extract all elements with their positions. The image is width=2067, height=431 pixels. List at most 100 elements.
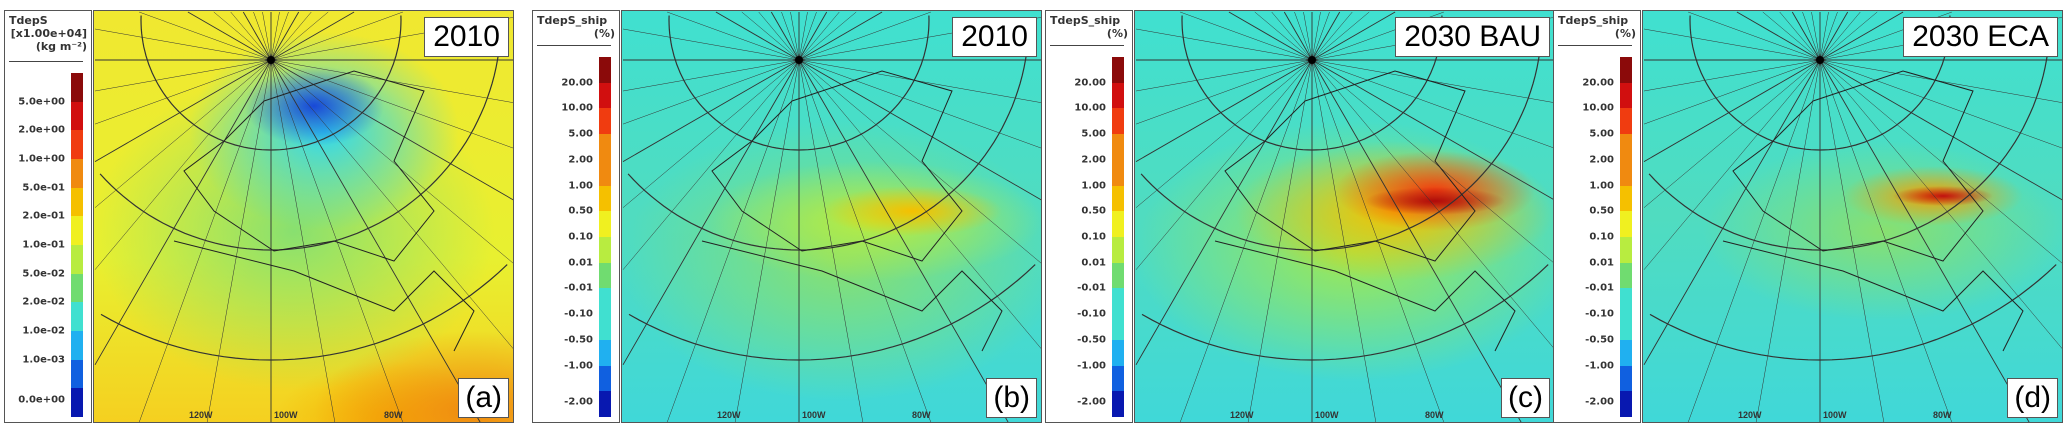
colorbar-bin: [599, 314, 611, 340]
meridian-line: [1643, 59, 1821, 125]
colorbar-tick-label: 20.00: [1582, 77, 1614, 89]
longitude-label: 100W: [802, 410, 826, 420]
meridian-line: [798, 59, 864, 422]
colorbar-bin: [1620, 159, 1632, 186]
colorbar-bin: [1620, 339, 1632, 366]
colorbar-bin: [1112, 391, 1124, 418]
coastline: [1214, 70, 1516, 352]
meridian-line: [734, 59, 800, 422]
meridian-line: [94, 59, 272, 92]
colorbar-tick-label: -0.01: [1077, 282, 1106, 294]
colorbar-bin: [1620, 57, 1632, 83]
meridian-line: [798, 59, 1041, 201]
meridian-line: [1819, 59, 2062, 149]
colorbar-tick-label: 5.00: [1589, 128, 1614, 140]
coastline: [1722, 70, 2024, 352]
meridian-line: [1311, 59, 1377, 422]
meridian-line: [139, 11, 272, 61]
colorbar-tick-label: 0.50: [1081, 205, 1106, 217]
colorbar-bin: [1620, 314, 1632, 340]
north-pole-marker: [1816, 56, 1824, 64]
scenario-label: 2010: [952, 17, 1037, 57]
longitude-label: 100W: [1315, 410, 1339, 420]
scenario-label: 2030 ECA: [1903, 17, 2058, 57]
meridian-line: [94, 59, 272, 162]
meridian-line: [1819, 11, 1878, 61]
meridian-line: [798, 11, 840, 61]
colorbar-divider: [1558, 45, 1632, 46]
meridian-line: [1643, 59, 1821, 208]
colorbar-tick-label: -2.00: [1077, 396, 1106, 408]
coastline: [173, 70, 475, 352]
meridian-line: [1819, 59, 1885, 422]
meridian-line: [622, 59, 800, 208]
latitude-circle: [1689, 15, 1951, 151]
colorbar-tick-label: 5.0e+00: [18, 96, 65, 108]
meridian-line: [1311, 59, 1554, 103]
meridian-line: [1811, 11, 1821, 61]
colorbar-tick-label: 2.00: [1589, 154, 1614, 166]
colorbar-bin: [71, 302, 83, 332]
meridian-line: [1135, 59, 1313, 162]
colorbar-bin: [1112, 57, 1124, 83]
meridian-line: [1311, 59, 1522, 422]
colorbar-tick-label: 0.01: [1081, 257, 1106, 269]
meridian-line: [1643, 28, 1821, 61]
colorbar-bin: [599, 365, 611, 392]
colorbar-tick-label: -0.10: [1077, 308, 1106, 320]
colorbar-title: TdepS_ship: [1050, 14, 1121, 27]
colorbar-strip: [71, 73, 83, 418]
meridian-line: [1311, 11, 1341, 61]
meridian-line: [1688, 11, 1821, 61]
colorbar-tick-label: -0.01: [564, 282, 593, 294]
longitude-label: 120W: [1738, 410, 1762, 420]
panel-letter: (d): [2007, 378, 2058, 418]
colorbar-tick-label: 2.00: [568, 154, 593, 166]
meridian-line: [1180, 11, 1313, 61]
colorbar-bin: [1112, 237, 1124, 263]
meridian-line: [1247, 59, 1313, 422]
colorbar-tick-label: 2.0e-01: [22, 210, 65, 222]
latitude-circle: [1648, 19, 2051, 251]
colorbar-tick-label: 0.50: [568, 205, 593, 217]
meridian-line: [94, 59, 272, 366]
meridian-line: [1311, 11, 1330, 61]
meridian-line: [262, 11, 272, 61]
meridian-line: [741, 11, 800, 61]
meridian-line: [230, 11, 272, 61]
meridian-line: [622, 28, 800, 61]
meridian-line: [781, 11, 800, 61]
meridian-line: [270, 59, 513, 103]
colorbar-bin: [599, 108, 611, 135]
meridian-line: [242, 11, 272, 61]
colorbar-unit-text: (%): [593, 27, 615, 40]
colorbar-bin: [599, 339, 611, 366]
colorbar-tick-label: 0.01: [568, 257, 593, 269]
colorbar-tick-label: -0.10: [564, 308, 593, 320]
meridian-line: [1311, 59, 1554, 349]
meridian-line: [270, 11, 300, 61]
meridian-line: [1311, 59, 1554, 264]
colorbar-tick-label: 0.10: [1589, 231, 1614, 243]
colorbar-tick-label: -0.01: [1585, 282, 1614, 294]
meridian-line: [1311, 59, 1554, 201]
meridian-line: [667, 11, 800, 61]
colorbar-tick-label: -0.50: [1077, 334, 1106, 346]
colorbar-units: (%): [594, 27, 615, 40]
colorbar-bin: [71, 388, 83, 418]
panel-letter: (b): [986, 378, 1037, 418]
meridian-line: [622, 59, 800, 125]
meridian-line: [213, 11, 272, 61]
meridian-line: [1819, 59, 2062, 349]
meridian-line: [798, 11, 828, 61]
colorbar-tick-label: 2.0e+00: [18, 124, 65, 136]
colorbar-bin: [1620, 237, 1632, 263]
meridian-line: [798, 11, 883, 61]
meridian-line: [1819, 11, 1904, 61]
meridian-line: [270, 11, 329, 61]
map-area: 120W 100W 80W 2010 (b): [621, 10, 1042, 423]
latitude-circle: [628, 264, 1036, 361]
meridian-line: [1819, 11, 1829, 61]
meridian-line: [1135, 59, 1313, 270]
colorbar-tick-label: -0.50: [564, 334, 593, 346]
